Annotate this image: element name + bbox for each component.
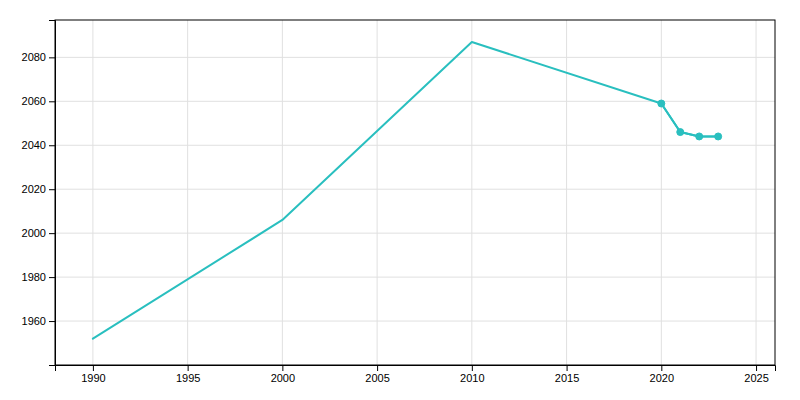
x-tick: 2000 (271, 365, 295, 384)
x-tick-label: 2010 (460, 372, 484, 384)
x-tick-mark (472, 365, 473, 371)
x-tick: 2010 (460, 365, 484, 384)
x-tick-label: 1990 (81, 372, 105, 384)
y-grid-line (55, 233, 775, 234)
x-tick-label: 2020 (650, 372, 674, 384)
y-tick-mark (49, 145, 55, 146)
x-tick: 2005 (365, 365, 389, 384)
x-tick-mark (188, 365, 189, 371)
y-tick-label: 2020 (22, 183, 46, 195)
plot-frame (55, 20, 775, 365)
point (658, 100, 665, 107)
y-tick: 2060 (22, 95, 55, 107)
x-tick: 2020 (650, 365, 674, 384)
x-grid-line (471, 20, 472, 365)
y-tick-label: 1980 (22, 271, 46, 283)
x-tick: 2025 (744, 365, 768, 384)
x-grid-line (756, 20, 757, 365)
y-tick-mark (49, 189, 55, 190)
y-grid-line (55, 145, 775, 146)
y-grid-line (55, 189, 775, 190)
y-grid-line (55, 277, 775, 278)
plot-area (93, 42, 722, 339)
x-tick-label: 2000 (271, 372, 295, 384)
x-tick: 2015 (555, 365, 579, 384)
x-tick-mark (93, 365, 94, 371)
y-grid-line (55, 321, 775, 322)
point (715, 133, 722, 140)
point (677, 129, 684, 136)
y-tick-mark (49, 321, 55, 322)
y-tick-label: 2040 (22, 139, 46, 151)
y-tick-mark (49, 233, 55, 234)
x-tick-mark (377, 365, 378, 371)
y-tick-label: 1960 (22, 315, 46, 327)
line (93, 42, 718, 339)
y-axis: 1960 1980 2000 2020 2040 2060 2080 (22, 21, 56, 366)
point (696, 133, 703, 140)
x-tick-label: 2025 (744, 372, 768, 384)
x-tick-label: 1995 (176, 372, 200, 384)
x-grid-line (282, 20, 283, 365)
y-tick-mark (49, 277, 55, 278)
y-tick-mark (49, 101, 55, 102)
y-grid-line (55, 57, 775, 58)
x-tick-mark (282, 365, 283, 371)
y-tick-label: 2000 (22, 227, 46, 239)
x-tick: 1995 (176, 365, 200, 384)
x-tick-label: 2005 (365, 372, 389, 384)
y-grid-line (55, 101, 775, 102)
x-tick: 1990 (81, 365, 105, 384)
y-tick: 2000 (22, 227, 55, 239)
series (93, 42, 718, 339)
x-grid-line (377, 20, 378, 365)
y-tick: 2080 (22, 51, 55, 63)
y-tick: 1980 (22, 271, 55, 283)
x-axis-line (56, 366, 776, 372)
y-tick: 2040 (22, 139, 55, 151)
y-tick: 1960 (22, 315, 55, 327)
y-axis-line (49, 21, 56, 366)
y-tick-label: 2060 (22, 95, 46, 107)
x-tick-label: 2015 (555, 372, 579, 384)
x-grid-line (661, 20, 662, 365)
chart-container: 1990 1995 2000 2005 2010 2015 2020 2025 1960 1980… (0, 0, 800, 400)
line (661, 104, 718, 137)
x-tick-mark (567, 365, 568, 371)
y-tick-label: 2080 (22, 51, 46, 63)
grid (55, 20, 775, 365)
x-axis: 1990 1995 2000 2005 2010 2015 2020 2025 (56, 365, 776, 384)
x-grid-line (187, 20, 188, 365)
y-tick-mark (49, 57, 55, 58)
y-tick: 2020 (22, 183, 55, 195)
x-tick-mark (661, 365, 662, 371)
x-grid-line (92, 20, 93, 365)
chart-svg: 1990 1995 2000 2005 2010 2015 2020 2025 1960 1980… (0, 0, 800, 400)
series (658, 100, 722, 140)
x-tick-mark (756, 365, 757, 371)
